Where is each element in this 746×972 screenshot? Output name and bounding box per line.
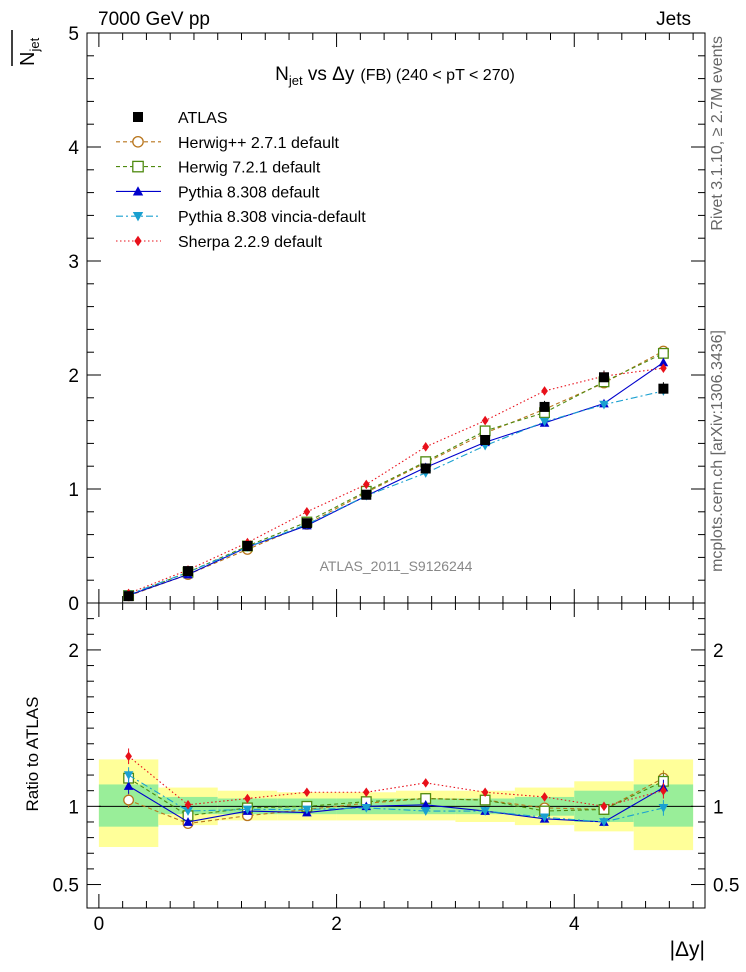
atlas-point <box>242 541 253 551</box>
main-title-sub: jet <box>288 73 303 88</box>
main-ylabel-sub: jet <box>27 37 42 52</box>
ratio-line-pythia-8-308-vincia-default <box>128 774 664 823</box>
series-point-pythia-8-308-default <box>658 357 669 367</box>
main-title: Njet vs Δy (FB) (240 < pT < 270) <box>275 64 515 88</box>
series-point-herwig-7-2-1-default <box>657 347 669 359</box>
ratio-point-sherpa-2-2-9-default <box>481 787 489 798</box>
main-ylabel-n: N <box>17 52 39 66</box>
ratio-point-sherpa-2-2-9-default <box>125 751 132 762</box>
ratio-point-pythia-8-308-vincia-default <box>183 807 193 816</box>
ratio-point-pythia-8-308-vincia-default <box>539 813 550 823</box>
legend-label-pythia-8-308-vincia-default: Pythia 8.308 vincia-default <box>178 209 366 226</box>
legend: ATLAS Herwig++ 2.7.1 default Herwig 7.2.1 … <box>116 110 366 251</box>
atlas-point <box>539 401 550 412</box>
main-ytick-label: 4 <box>68 138 79 159</box>
ratio-line-herwig-2-7-1-default <box>128 777 664 825</box>
main-ytick-label: 1 <box>68 480 79 501</box>
x-axis-label: |Δy| <box>670 938 705 961</box>
main-panel: 0 1 2 3 4 5 <box>68 24 706 615</box>
ratio-ytick-label: 2 <box>68 641 79 662</box>
header-right-label: Jets <box>656 9 691 30</box>
series-point-pythia-8-308-vincia-default <box>599 400 609 410</box>
series-point-sherpa-2-2-9-default <box>660 363 667 373</box>
series-point-sherpa-2-2-9-default <box>481 415 489 426</box>
atlas-point <box>123 591 134 602</box>
legend-marker-pythia-8-308-default <box>132 186 144 196</box>
series-point-sherpa-2-2-9-default <box>303 507 311 517</box>
atlas-point <box>658 383 669 394</box>
series-line-pythia-8-308-vincia-default <box>128 390 664 596</box>
ratio-point-pythia-8-308-vincia-default <box>480 807 490 816</box>
legend-marker-sherpa-2-2-9-default <box>134 235 142 247</box>
ratio-point-herwig-2-7-1-default <box>123 794 135 806</box>
main-ytick-label: 0 <box>68 594 79 615</box>
series-point-sherpa-2-2-9-default <box>422 442 430 452</box>
main-ytick-label: 5 <box>68 24 79 45</box>
ratio-ylabel: Ratio to ATLAS <box>23 697 42 812</box>
main-title-rest: vs Δy <box>303 64 355 85</box>
series-point-sherpa-2-2-9-default <box>541 386 548 396</box>
ratio-point-pythia-8-308-vincia-default <box>123 771 134 780</box>
series-line-sherpa-2-2-9-default <box>128 367 664 594</box>
legend-label-pythia-8-308-default: Pythia 8.308 default <box>178 184 320 201</box>
atlas-point <box>301 518 312 529</box>
ratio-xtick-label: 4 <box>569 914 580 935</box>
header-left-label: 7000 GeV pp <box>98 9 210 30</box>
legend-label-herwig-7-2-1-default: Herwig 7.2.1 default <box>178 160 321 177</box>
legend-marker-herwig-2-7-1-default <box>132 135 144 148</box>
ratio-point-pythia-8-308-vincia-default <box>420 807 431 816</box>
main-title-small: (FB) (240 < pT < 270) <box>360 67 514 84</box>
atlas-point <box>598 372 609 383</box>
ratio-ytick-label-right: 0.5 <box>713 876 739 897</box>
ratio-ytick-label: 1 <box>68 797 79 818</box>
ratio-ytick-label: 0.5 <box>53 876 79 897</box>
main-title-n: N <box>275 64 289 85</box>
series-point-pythia-8-308-vincia-default <box>539 417 550 427</box>
atlas-point <box>361 489 372 500</box>
ratio-point-sherpa-2-2-9-default <box>422 778 430 788</box>
analysis-watermark: ATLAS_2011_S9126244 <box>320 558 473 574</box>
ratio-point-sherpa-2-2-9-default <box>303 787 311 798</box>
ratio-point-pythia-8-308-vincia-default <box>302 805 312 815</box>
svg-text:Njet: Njet <box>17 37 42 66</box>
series-point-sherpa-2-2-9-default <box>362 479 370 490</box>
atlas-point <box>480 434 491 445</box>
legend-marker-herwig-7-2-1-default <box>132 160 144 173</box>
ratio-point-pythia-8-308-vincia-default <box>242 805 253 815</box>
ratio-frame <box>86 602 706 909</box>
ratio-panel: 0.5 0.5 1 1 2 2 0 2 4 <box>53 602 739 935</box>
legend-marker-atlas <box>133 112 143 122</box>
ratio-point-pythia-8-308-vincia-default <box>599 818 609 827</box>
legend-marker-pythia-8-308-vincia-default <box>132 212 144 222</box>
ratio-point-sherpa-2-2-9-default <box>362 787 370 798</box>
series-point-herwig-7-2-1-default <box>479 425 491 437</box>
ratio-xtick-label: 0 <box>94 914 105 935</box>
legend-label-herwig-2-7-1-default: Herwig++ 2.7.1 default <box>178 135 340 152</box>
legend-label-sherpa-2-2-9-default: Sherpa 2.2.9 default <box>178 234 323 251</box>
ratio-ytick-label-right: 1 <box>713 797 724 818</box>
ratio-ytick-label-right: 2 <box>713 641 724 662</box>
legend-label-atlas: ATLAS <box>178 110 228 127</box>
ratio-point-pythia-8-308-default <box>183 817 193 826</box>
ratio-line-herwig-7-2-1-default <box>128 777 664 817</box>
main-ytick-label: 3 <box>68 252 79 273</box>
ratio-point-sherpa-2-2-9-default <box>600 801 608 812</box>
ratio-point-pythia-8-308-vincia-default <box>658 804 669 813</box>
ratio-point-pythia-8-308-default <box>420 799 431 809</box>
ratio-point-pythia-8-308-vincia-default <box>361 804 372 813</box>
ratio-point-sherpa-2-2-9-default <box>184 799 192 810</box>
rivet-version-label: Rivet 3.1.10, ≥ 2.7M events <box>709 36 726 231</box>
main-ytick-label: 2 <box>68 366 79 387</box>
ratio-point-sherpa-2-2-9-default <box>541 792 548 802</box>
mcplots-label: mcplots.cern.ch [arXiv:1306.3436] <box>709 330 726 572</box>
ratio-point-sherpa-2-2-9-default <box>244 793 251 804</box>
ratio-xtick-label: 2 <box>331 914 342 935</box>
atlas-point <box>420 463 431 474</box>
atlas-point <box>183 566 194 577</box>
ratio-point-pythia-8-308-default <box>123 781 134 790</box>
ratio-line-pythia-8-308-default <box>128 785 664 823</box>
ratio-point-sherpa-2-2-9-default <box>660 785 667 796</box>
main-ylabel: Njet <box>11 30 42 66</box>
